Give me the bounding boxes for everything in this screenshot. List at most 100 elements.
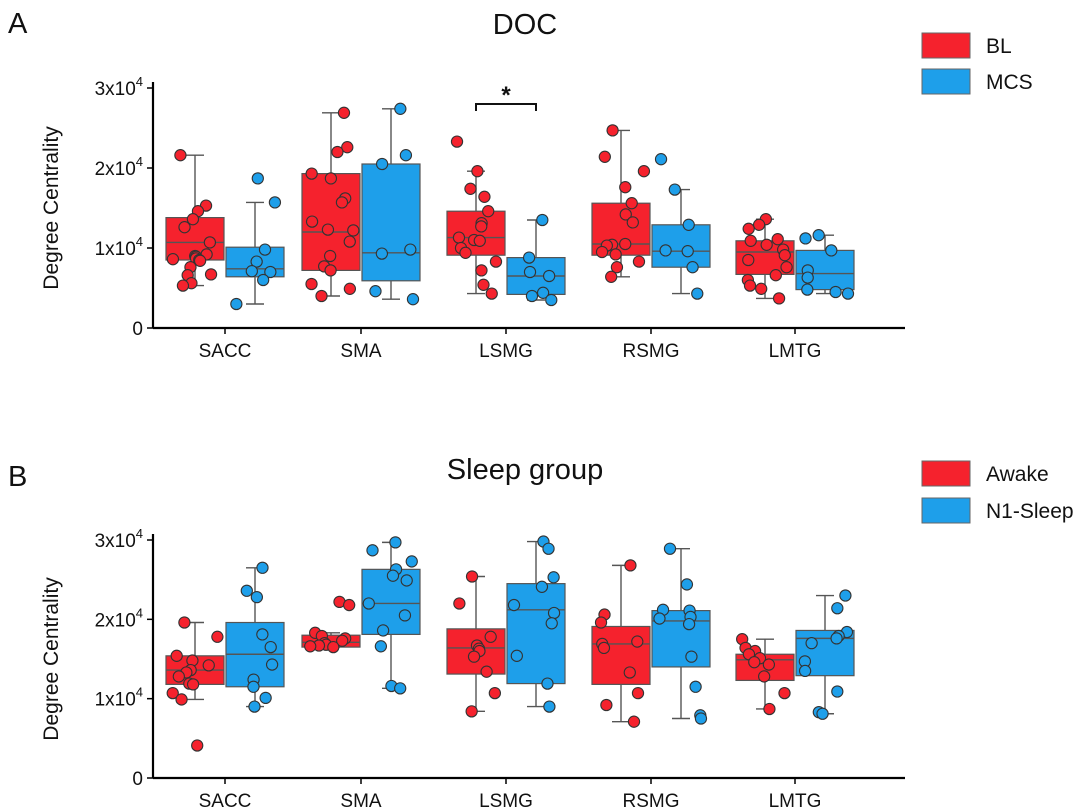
data-point	[545, 293, 558, 307]
data-point	[264, 265, 277, 279]
data-point	[250, 590, 264, 604]
data-point	[256, 561, 269, 574]
data-point	[763, 702, 776, 716]
data-point	[831, 602, 844, 615]
data-point	[166, 253, 180, 266]
data-point	[178, 616, 191, 629]
x-tick-label: LSMG	[479, 341, 533, 362]
data-point	[202, 659, 215, 672]
data-point	[170, 649, 183, 662]
data-point	[694, 712, 708, 725]
x-tick-label: RSMG	[623, 341, 680, 362]
data-point	[175, 693, 188, 706]
data-point	[482, 205, 495, 218]
data-point	[230, 297, 243, 311]
x-tick-label: SACC	[199, 791, 252, 807]
data-point	[748, 656, 761, 669]
data-point	[193, 254, 207, 267]
data-point	[404, 243, 417, 256]
data-point	[394, 682, 407, 695]
data-point	[801, 283, 814, 296]
data-point	[627, 715, 641, 728]
data-point	[386, 569, 400, 582]
data-point	[471, 165, 484, 178]
x-tick-label: SMA	[340, 341, 382, 362]
data-point	[489, 255, 503, 268]
data-point	[257, 273, 270, 287]
data-point	[389, 536, 402, 549]
data-point	[399, 149, 413, 162]
box-awake-rsmg	[591, 625, 651, 685]
data-point	[480, 665, 493, 678]
data-point	[366, 544, 379, 557]
panel-letter: A	[8, 8, 28, 40]
data-point	[631, 635, 644, 648]
data-point	[323, 249, 337, 263]
data-point	[305, 215, 319, 228]
data-point	[825, 244, 838, 257]
data-point	[742, 253, 755, 267]
data-point	[744, 234, 757, 247]
data-point	[525, 289, 539, 303]
data-point	[186, 213, 200, 226]
x-tick-label: LSMG	[479, 791, 533, 807]
data-point	[816, 707, 829, 720]
data-point	[259, 691, 272, 705]
x-tick-label: SMA	[340, 791, 382, 807]
data-point	[839, 589, 852, 602]
data-point	[321, 223, 335, 236]
data-point	[830, 632, 843, 645]
data-point	[598, 150, 611, 163]
y-tick-label: 2x104	[95, 605, 143, 631]
data-point	[829, 285, 842, 299]
data-point	[475, 264, 488, 277]
data-point	[680, 578, 694, 591]
data-point	[812, 229, 825, 242]
data-point	[398, 609, 412, 622]
data-point	[335, 196, 349, 209]
data-point	[624, 559, 637, 572]
data-point	[597, 641, 611, 655]
y-axis-title: Degree Centrality	[40, 577, 63, 741]
data-point	[247, 680, 260, 693]
x-tick-label: LMTG	[769, 791, 822, 807]
data-point	[343, 282, 357, 295]
data-point	[315, 289, 328, 303]
data-point	[769, 269, 782, 282]
data-point	[536, 286, 550, 299]
y-tick-label: 3x104	[95, 526, 143, 552]
data-point	[681, 245, 694, 258]
data-point	[265, 658, 279, 671]
data-point	[619, 208, 632, 221]
data-point	[341, 141, 354, 154]
data-point	[250, 255, 263, 268]
data-point	[465, 705, 478, 718]
data-point	[362, 597, 375, 610]
data-point	[758, 670, 771, 683]
data-point	[523, 265, 537, 279]
data-point	[752, 218, 766, 231]
data-point	[600, 698, 613, 712]
legend-swatch	[921, 497, 971, 524]
data-point	[240, 584, 253, 597]
data-point	[191, 739, 204, 752]
data-point	[251, 172, 264, 185]
data-point	[541, 677, 554, 690]
data-point	[594, 616, 608, 629]
data-point	[510, 649, 523, 662]
data-point	[343, 235, 356, 248]
data-point	[742, 222, 755, 235]
data-point	[831, 685, 844, 698]
data-point	[172, 670, 185, 683]
data-point	[369, 285, 382, 298]
data-point	[375, 247, 389, 260]
significance-label: *	[501, 82, 511, 109]
y-tick-label: 3x104	[95, 74, 143, 100]
data-point	[331, 145, 344, 159]
data-point	[305, 277, 318, 291]
data-point	[324, 264, 337, 277]
y-tick-label: 0	[132, 319, 143, 340]
data-point	[609, 248, 622, 261]
legend-label: Awake	[986, 463, 1049, 486]
